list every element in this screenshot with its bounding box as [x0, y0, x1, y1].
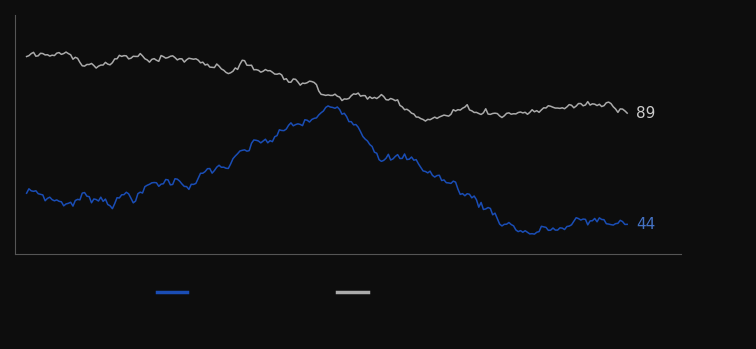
Text: 44: 44 [637, 217, 655, 232]
Text: 89: 89 [637, 106, 656, 121]
Legend: , : , [156, 285, 379, 299]
